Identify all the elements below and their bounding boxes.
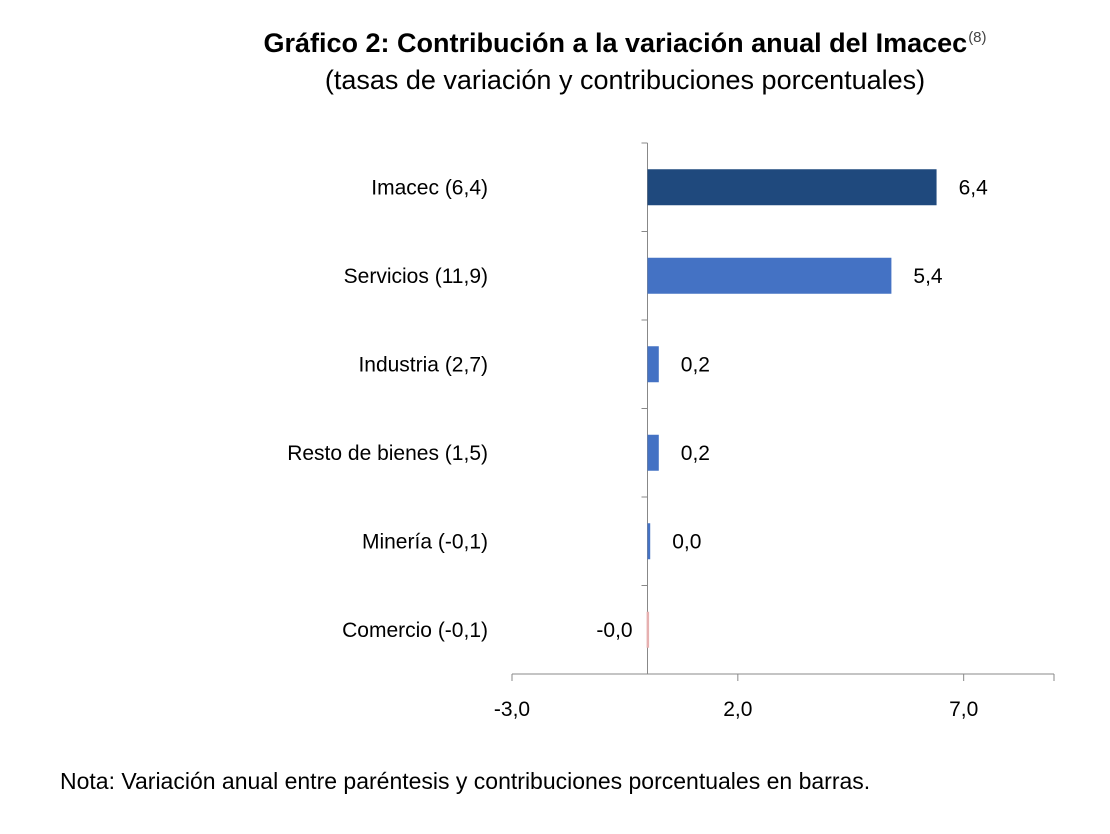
chart-title-text: Gráfico 2: Contribución a la variación a…	[263, 28, 968, 58]
category-label: Imacec (6,4)	[371, 176, 488, 199]
bar	[646, 611, 650, 648]
bar	[647, 346, 659, 383]
value-axis-tick-label: 7,0	[949, 698, 978, 721]
category-label: Industria (2,7)	[358, 353, 488, 376]
bar	[647, 169, 937, 206]
bar	[647, 257, 892, 294]
data-label: -0,0	[596, 619, 632, 642]
data-label: 0,2	[681, 442, 710, 465]
chart-title-note: (8)	[968, 29, 987, 46]
value-axis-tick-label: 2,0	[723, 698, 752, 721]
bar	[647, 523, 651, 560]
data-label: 6,4	[959, 176, 989, 199]
chart-title: Gráfico 2: Contribución a la variación a…	[70, 28, 1110, 59]
bar-chart: -3,0 2,0 7,0 Imacec (6,4) 6,4 Servicios (11,9…	[287, 142, 1055, 721]
data-label: 5,4	[913, 265, 943, 288]
category-label: Minería (-0,1)	[362, 530, 488, 553]
chart-subtitle: (tasas de variación y contribuciones por…	[324, 65, 926, 95]
bar	[647, 434, 659, 471]
category-label: Comercio (-0,1)	[342, 619, 488, 642]
footnote: Nota: Variación anual entre paréntesis y…	[60, 768, 871, 794]
data-label: 0,2	[681, 353, 710, 376]
data-label: 0,0	[672, 530, 701, 553]
title-block: Gráfico 2: Contribución a la variación a…	[0, 28, 1110, 96]
value-axis-tick-label: -3,0	[494, 698, 530, 721]
category-label: Resto de bienes (1,5)	[287, 442, 488, 465]
category-label: Servicios (11,9)	[344, 265, 488, 288]
